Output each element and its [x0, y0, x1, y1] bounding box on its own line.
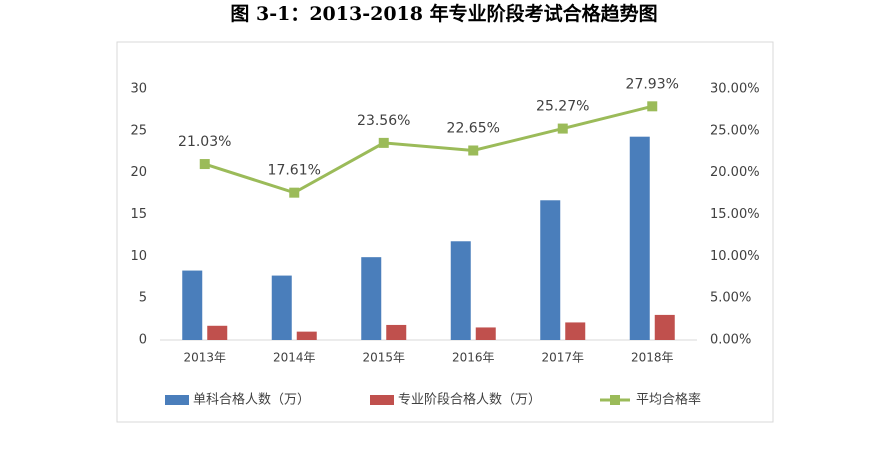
bar [450, 241, 471, 340]
data-label: 25.27% [536, 99, 589, 115]
x-tick-label: 2017年 [541, 351, 584, 365]
line-marker [647, 101, 658, 112]
y-tick-label: 0 [139, 333, 147, 348]
legend-label: 专业阶段合格人数（万） [398, 392, 541, 408]
y2-tick-label: 5.00% [710, 291, 751, 306]
y2-tick-label: 25.00% [710, 123, 760, 138]
y-tick-label: 30 [130, 82, 147, 97]
line-marker [557, 123, 568, 134]
y-tick-label: 25 [130, 123, 147, 138]
data-label: 27.93% [626, 76, 679, 92]
bar [296, 331, 317, 340]
legend-swatch [610, 395, 620, 405]
x-tick-label: 2013年 [183, 351, 226, 365]
y2-tick-label: 30.00% [710, 82, 760, 97]
bar [629, 136, 650, 340]
data-label: 21.03% [178, 134, 231, 150]
y-tick-label: 5 [139, 291, 147, 306]
x-tick-label: 2016年 [452, 351, 495, 365]
legend-swatch [370, 395, 394, 405]
bar [475, 327, 496, 340]
y2-tick-label: 10.00% [710, 249, 760, 264]
legend-label: 单科合格人数（万） [193, 392, 310, 408]
line-marker [378, 137, 389, 148]
bar [654, 314, 675, 340]
data-label: 17.61% [268, 163, 321, 179]
chart-title: 图 3-1：2013-2018 年专业阶段考试合格趋势图 [230, 2, 657, 25]
line-marker [468, 145, 479, 156]
data-label: 22.65% [447, 120, 500, 136]
bar [271, 275, 292, 340]
y2-tick-label: 20.00% [710, 165, 760, 180]
x-tick-label: 2014年 [273, 351, 316, 365]
bar [182, 270, 203, 340]
legend-label: 平均合格率 [636, 392, 701, 408]
data-label: 23.56% [357, 113, 410, 129]
x-tick-label: 2018年 [631, 351, 674, 365]
bar [386, 324, 407, 340]
line-marker [199, 159, 210, 170]
line-marker [289, 187, 300, 198]
bar [565, 322, 586, 340]
y2-tick-label: 15.00% [710, 207, 760, 222]
x-tick-label: 2015年 [362, 351, 405, 365]
y-tick-label: 15 [130, 207, 147, 222]
bar [207, 325, 228, 340]
y-tick-label: 20 [130, 165, 147, 180]
legend-swatch [165, 395, 189, 405]
bar [361, 257, 382, 340]
bar [540, 200, 561, 340]
chart-frame [116, 41, 774, 423]
y2-tick-label: 0.00% [710, 333, 751, 348]
y-tick-label: 10 [130, 249, 147, 264]
line [204, 104, 653, 195]
